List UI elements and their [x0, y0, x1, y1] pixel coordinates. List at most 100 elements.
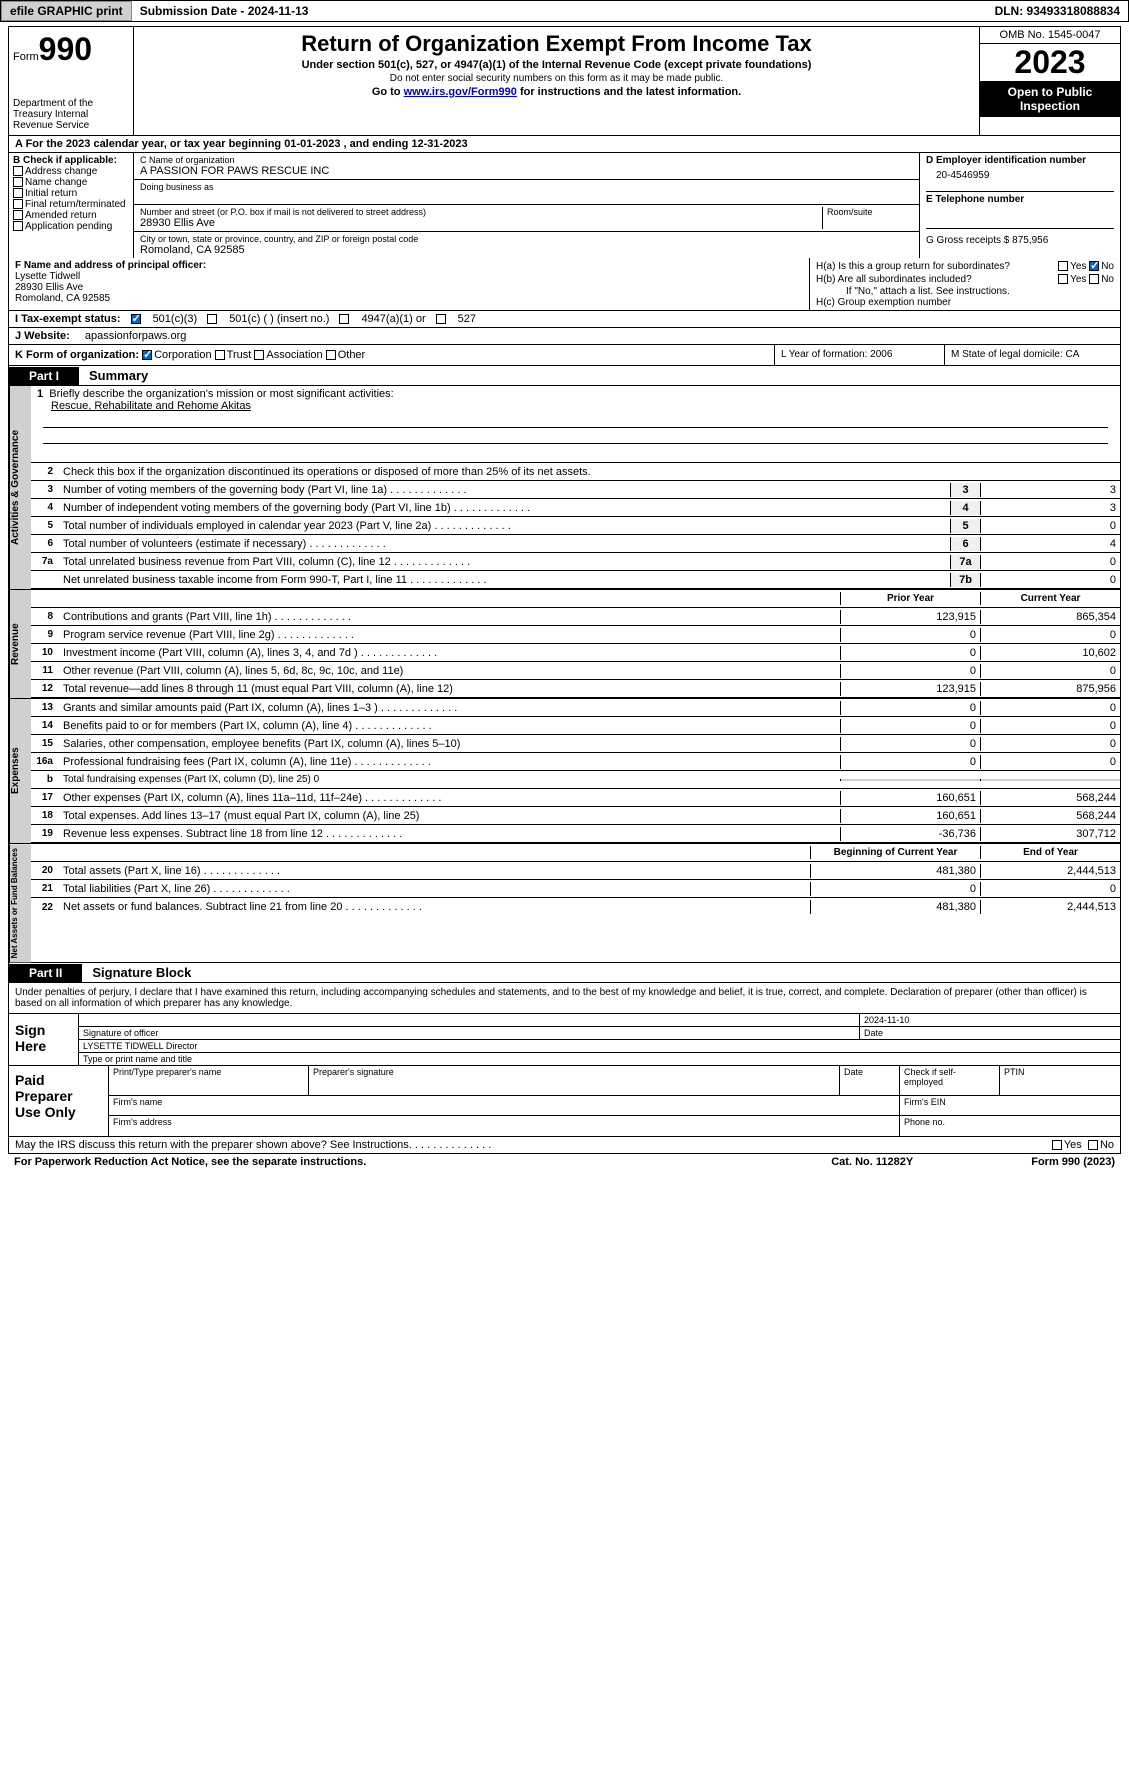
- officer-label: F Name and address of principal officer:: [15, 260, 206, 271]
- firm-name-label: Firm's name: [109, 1096, 900, 1115]
- form-subtitle-2: Do not enter social security numbers on …: [142, 73, 971, 84]
- paid-preparer-block: Paid Preparer Use Only Print/Type prepar…: [8, 1066, 1121, 1137]
- box-d: D Employer identification number 20-4546…: [920, 153, 1120, 258]
- phone-label: E Telephone number: [926, 191, 1114, 205]
- efile-print-button[interactable]: efile GRAPHIC print: [1, 1, 132, 21]
- checkbox-other[interactable]: [326, 350, 336, 360]
- line-22: Net assets or fund balances. Subtract li…: [59, 900, 810, 914]
- checkbox-527[interactable]: [436, 314, 446, 324]
- p18: 160,651: [840, 809, 980, 823]
- hb-label: H(b) Are all subordinates included?: [816, 274, 1058, 285]
- c17: 568,244: [980, 791, 1120, 805]
- state-domicile: M State of legal domicile: CA: [945, 345, 1120, 365]
- part-2-header: Part II Signature Block: [8, 963, 1121, 983]
- checkbox-initial-return[interactable]: [13, 188, 23, 198]
- p17: 160,651: [840, 791, 980, 805]
- line-15: Salaries, other compensation, employee b…: [59, 737, 840, 751]
- val-6: 4: [980, 537, 1120, 551]
- c9: 0: [980, 628, 1120, 642]
- e21: 0: [980, 882, 1120, 896]
- part-2-title: Signature Block: [82, 963, 201, 982]
- line-16b: Total fundraising expenses (Part IX, col…: [59, 773, 840, 786]
- goto-pre: Go to: [372, 86, 404, 98]
- checkbox-final-return[interactable]: [13, 199, 23, 209]
- open-inspection: Open to Public Inspection: [980, 81, 1120, 117]
- checkbox-ha-no[interactable]: [1089, 261, 1099, 271]
- paid-preparer-label: Paid Preparer Use Only: [9, 1066, 109, 1136]
- c16a: 0: [980, 755, 1120, 769]
- line-20: Total assets (Part X, line 16): [59, 864, 810, 878]
- hdr-prior: Prior Year: [840, 592, 980, 605]
- hdr-current: Current Year: [980, 592, 1120, 605]
- checkbox-name-change[interactable]: [13, 177, 23, 187]
- prep-sig-label: Preparer's signature: [309, 1066, 840, 1095]
- irs-link[interactable]: www.irs.gov/Form990: [404, 86, 517, 98]
- checkbox-4947[interactable]: [339, 314, 349, 324]
- p12: 123,915: [840, 682, 980, 696]
- form-title: Return of Organization Exempt From Incom…: [142, 31, 971, 57]
- submission-date: Submission Date - 2024-11-13: [132, 2, 317, 20]
- checkbox-ha-yes[interactable]: [1058, 261, 1068, 271]
- org-name: A PASSION FOR PAWS RESCUE INC: [140, 165, 913, 177]
- line-13: Grants and similar amounts paid (Part IX…: [59, 701, 840, 715]
- val-7a: 0: [980, 555, 1120, 569]
- c8: 865,354: [980, 610, 1120, 624]
- c19: 307,712: [980, 827, 1120, 841]
- officer-addr1: 28930 Ellis Ave: [15, 282, 803, 293]
- line-1-num: 1: [37, 388, 43, 400]
- line-2: Check this box if the organization disco…: [63, 466, 591, 478]
- hb-yes: Yes: [1070, 274, 1086, 285]
- val-5: 0: [980, 519, 1120, 533]
- row-i-label: I Tax-exempt status:: [15, 313, 121, 325]
- addr-value: 28930 Ellis Ave: [140, 217, 818, 229]
- dln-label: DLN: 93493318088834: [987, 2, 1128, 20]
- checkbox-trust[interactable]: [215, 350, 225, 360]
- label-527: 527: [458, 313, 476, 325]
- box-h: H(a) Is this a group return for subordin…: [810, 258, 1120, 310]
- label-app-pending: Application pending: [25, 221, 112, 232]
- form-number: 990: [39, 31, 92, 67]
- line-8: Contributions and grants (Part VIII, lin…: [59, 610, 840, 624]
- hdr-beg: Beginning of Current Year: [810, 846, 980, 859]
- mission-text: Rescue, Rehabilitate and Rehome Akitas: [37, 400, 251, 412]
- label-final-return: Final return/terminated: [25, 199, 126, 210]
- checkbox-hb-yes[interactable]: [1058, 274, 1068, 284]
- checkbox-discuss-no[interactable]: [1088, 1140, 1098, 1150]
- line-10: Investment income (Part VIII, column (A)…: [59, 646, 840, 660]
- checkbox-501c3[interactable]: [131, 314, 141, 324]
- c14: 0: [980, 719, 1120, 733]
- p8: 123,915: [840, 610, 980, 624]
- p9: 0: [840, 628, 980, 642]
- checkbox-amended[interactable]: [13, 210, 23, 220]
- checkbox-hb-no[interactable]: [1089, 274, 1099, 284]
- checkbox-corp[interactable]: [142, 350, 152, 360]
- e22: 2,444,513: [980, 900, 1120, 914]
- e20: 2,444,513: [980, 864, 1120, 878]
- footer-no: No: [1100, 1139, 1114, 1151]
- hb-no: No: [1101, 274, 1114, 285]
- mission-label: Briefly describe the organization's miss…: [49, 388, 393, 400]
- firm-ein-label: Firm's EIN: [900, 1096, 1120, 1115]
- line-12: Total revenue—add lines 8 through 11 (mu…: [59, 682, 840, 696]
- sign-here-label: Sign Here: [9, 1014, 79, 1065]
- p15: 0: [840, 737, 980, 751]
- side-revenue: Revenue: [9, 590, 31, 698]
- checkbox-app-pending[interactable]: [13, 221, 23, 231]
- line-21: Total liabilities (Part X, line 26): [59, 882, 810, 896]
- checkbox-address-change[interactable]: [13, 166, 23, 176]
- box-b-label: B Check if applicable:: [13, 155, 129, 166]
- c16b: [980, 779, 1120, 781]
- line-5: Total number of individuals employed in …: [59, 519, 950, 533]
- line-6: Total number of volunteers (estimate if …: [59, 537, 950, 551]
- part-1-title: Summary: [79, 366, 158, 385]
- box-b: B Check if applicable: Address change Na…: [9, 153, 134, 258]
- checkbox-assoc[interactable]: [254, 350, 264, 360]
- b22: 481,380: [810, 900, 980, 914]
- sig-officer-name: LYSETTE TIDWELL Director: [79, 1040, 1120, 1052]
- val-3: 3: [980, 483, 1120, 497]
- checkbox-discuss-yes[interactable]: [1052, 1140, 1062, 1150]
- tax-year: 2023: [980, 44, 1120, 81]
- checkbox-501c[interactable]: [207, 314, 217, 324]
- c10: 10,602: [980, 646, 1120, 660]
- p16b: [840, 779, 980, 781]
